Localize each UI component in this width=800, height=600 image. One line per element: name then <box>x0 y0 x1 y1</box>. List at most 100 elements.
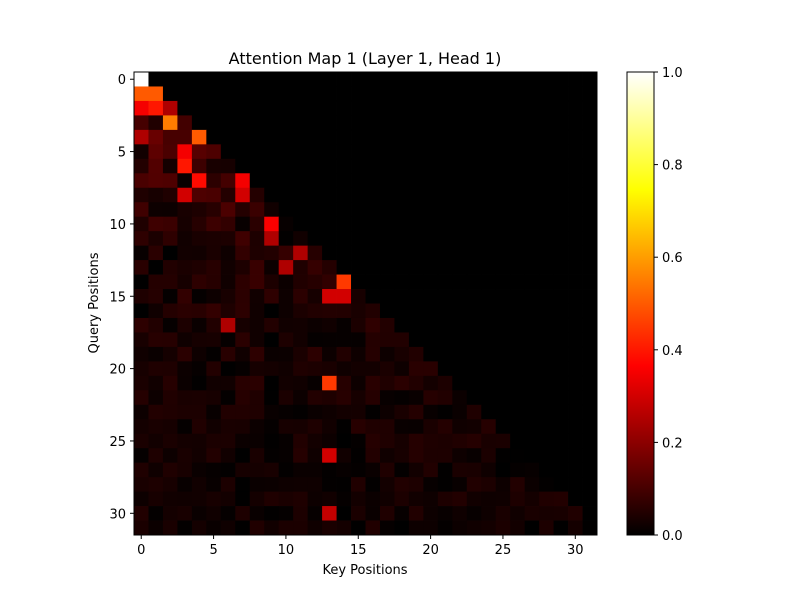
heatmap-cell <box>336 100 352 116</box>
heatmap-cell <box>191 202 207 218</box>
heatmap-cell <box>510 332 526 348</box>
heatmap-cell <box>495 491 511 507</box>
heatmap-cell <box>307 404 323 420</box>
heatmap-cell <box>423 100 439 116</box>
heatmap-cell <box>307 231 323 247</box>
heatmap-cell <box>539 86 554 102</box>
heatmap-cell <box>191 433 207 449</box>
heatmap-cell <box>582 303 598 319</box>
heatmap-cell <box>466 289 482 304</box>
heatmap-cell <box>134 462 149 478</box>
heatmap-cell <box>539 144 554 160</box>
heatmap-cell <box>278 100 294 116</box>
heatmap-cell <box>495 462 511 478</box>
heatmap-cell <box>307 129 323 145</box>
heatmap-cell <box>582 173 598 189</box>
heatmap-cell <box>495 86 511 102</box>
heatmap-cell <box>351 520 366 536</box>
heatmap-cell <box>307 477 323 492</box>
heatmap-cell <box>466 260 482 275</box>
colorbar-ticks: 0.0 0.2 0.4 0.6 0.8 1.0 <box>654 66 683 544</box>
heatmap-cell <box>365 289 381 304</box>
colorbar-tick-label: 1.0 <box>662 66 683 81</box>
heatmap-cell <box>510 100 526 116</box>
heatmap-cell <box>365 375 381 391</box>
heatmap-cell <box>206 390 222 406</box>
heatmap-cell <box>177 202 193 218</box>
heatmap-cell <box>336 506 352 521</box>
heatmap-cell <box>539 231 554 247</box>
heatmap-cell <box>162 462 178 478</box>
heatmap-cell <box>177 216 193 232</box>
heatmap-cell <box>322 477 337 492</box>
heatmap-cell <box>293 260 309 275</box>
heatmap-cell <box>162 506 178 521</box>
heatmap-cell <box>423 86 439 102</box>
heatmap-cell <box>466 448 482 464</box>
heatmap-cell <box>148 86 164 102</box>
heatmap-cell <box>293 202 309 218</box>
heatmap-cell <box>336 231 352 247</box>
heatmap-cell <box>495 158 511 174</box>
heatmap-cell <box>466 346 482 362</box>
heatmap-cell <box>379 477 395 492</box>
heatmap-cell <box>481 86 497 102</box>
heatmap-cell <box>379 346 395 362</box>
heatmap-cell <box>466 317 482 333</box>
heatmap-cell <box>510 173 526 189</box>
heatmap-cell <box>379 129 395 145</box>
heatmap-cell <box>365 477 381 492</box>
heatmap-cell <box>322 491 337 507</box>
heatmap-cell <box>553 129 569 145</box>
heatmap-cell <box>322 260 337 275</box>
heatmap-cell <box>220 506 236 521</box>
heatmap-cell <box>510 419 526 435</box>
heatmap-cell <box>134 404 149 420</box>
heatmap-cell <box>293 506 309 521</box>
heatmap-cell <box>191 520 207 536</box>
heatmap-cell <box>365 144 381 160</box>
heatmap-cell <box>293 86 309 102</box>
heatmap-cell <box>220 289 236 304</box>
colorbar-tick-label: 0.2 <box>662 436 683 451</box>
heatmap-cell <box>423 245 439 261</box>
heatmap-cell <box>351 86 366 102</box>
heatmap-cell <box>148 462 164 478</box>
heatmap-cell <box>466 303 482 319</box>
heatmap-cell <box>351 231 366 247</box>
heatmap-cell <box>293 317 309 333</box>
heatmap-cell <box>568 346 583 362</box>
heatmap-cell <box>495 361 511 377</box>
heatmap-cell <box>408 520 424 536</box>
heatmap-cell <box>134 245 149 261</box>
heatmap-cell <box>293 390 309 406</box>
heatmap-cell <box>264 144 280 160</box>
heatmap-cell <box>351 477 366 492</box>
heatmap-cell <box>220 375 236 391</box>
heatmap-cell <box>466 390 482 406</box>
heatmap-cell <box>481 202 497 218</box>
heatmap-cell <box>336 289 352 304</box>
heatmap-cell <box>495 289 511 304</box>
heatmap-cell <box>553 72 569 87</box>
heatmap-cell <box>322 173 337 189</box>
heatmap-cell <box>249 260 265 275</box>
heatmap-cell <box>524 115 540 131</box>
heatmap-cell <box>379 506 395 521</box>
heatmap-cell <box>322 506 337 521</box>
heatmap-cell <box>206 404 222 420</box>
heatmap-cell <box>568 115 583 131</box>
heatmap-cell <box>394 72 410 87</box>
heatmap-cell <box>351 100 366 116</box>
heatmap-cell <box>264 477 280 492</box>
heatmap-cell <box>191 144 207 160</box>
heatmap-cell <box>510 448 526 464</box>
heatmap-cell <box>307 72 323 87</box>
heatmap-cell <box>191 115 207 131</box>
heatmap-cell <box>220 448 236 464</box>
heatmap-cell <box>351 303 366 319</box>
heatmap-cell <box>495 375 511 391</box>
heatmap-cell <box>408 187 424 203</box>
heatmap-cell <box>394 260 410 275</box>
